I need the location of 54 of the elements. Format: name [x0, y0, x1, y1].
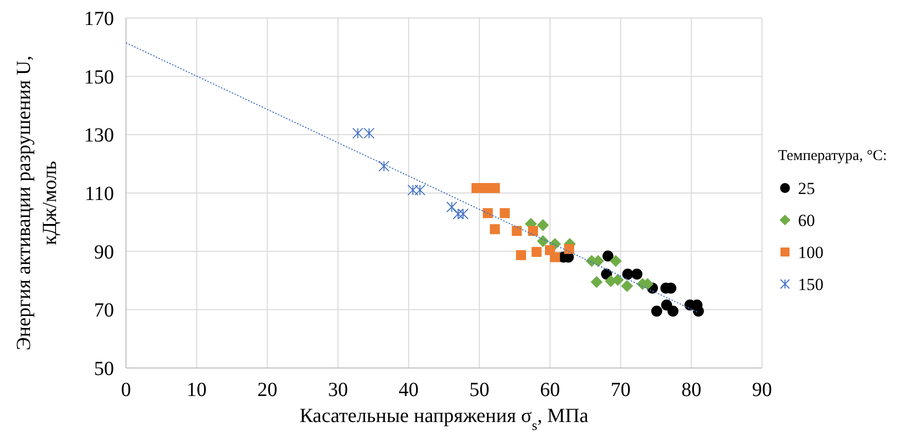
- point: [407, 184, 418, 196]
- x-tick-label: 0: [121, 379, 131, 401]
- legend-title: Температура, °C:: [778, 148, 887, 164]
- point: [667, 306, 678, 317]
- y-axis-title: Энергия активации разрушения U, кДж/моль: [13, 56, 61, 350]
- y-tick-label: 170: [84, 8, 114, 30]
- point: [352, 128, 364, 139]
- legend-label: 25: [798, 178, 815, 198]
- point: [651, 306, 662, 317]
- point: [564, 244, 574, 254]
- point: [602, 250, 614, 262]
- x-tick-label: 50: [469, 379, 490, 401]
- point: [414, 184, 426, 196]
- point: [500, 208, 510, 218]
- point: [472, 183, 482, 194]
- point: [550, 252, 560, 262]
- y-tick-label: 150: [84, 66, 114, 88]
- point: [378, 160, 390, 172]
- legend-label: 150: [798, 274, 824, 294]
- x-tick-label: 30: [328, 379, 348, 401]
- x-tick-label: 40: [398, 379, 419, 401]
- x-axis-title: Касательные напряжения σ$_{s}$, МПа: [300, 405, 589, 434]
- point: [631, 268, 642, 280]
- x-tick-label: 20: [257, 379, 278, 401]
- point: [661, 300, 672, 310]
- point: [490, 224, 500, 234]
- point: [458, 208, 469, 220]
- point: [452, 208, 464, 220]
- x-tick-label: 90: [752, 379, 772, 401]
- point: [490, 183, 500, 194]
- y-tick-label: 130: [84, 124, 114, 147]
- y-tick-label: 50: [94, 358, 114, 380]
- x-tick-label: 60: [540, 379, 560, 401]
- point: [516, 250, 526, 260]
- y-tick-label: 70: [94, 300, 114, 322]
- legend-label: 100: [798, 242, 824, 262]
- x-tick-label: 80: [681, 379, 702, 401]
- x-tick-label: 10: [186, 379, 207, 401]
- point: [621, 280, 634, 292]
- point: [512, 226, 522, 236]
- point: [528, 226, 538, 236]
- point: [446, 202, 458, 212]
- x-tick-label: 70: [610, 379, 631, 401]
- point: [482, 208, 493, 218]
- point: [610, 254, 622, 267]
- y-tick-label: 90: [94, 241, 114, 264]
- point: [536, 235, 549, 248]
- point: [590, 276, 603, 288]
- point: [536, 219, 549, 232]
- point: [532, 246, 542, 257]
- point: [364, 128, 375, 139]
- legend-label: 60: [798, 210, 815, 230]
- y-tick-label: 110: [84, 183, 114, 205]
- point: [692, 306, 704, 317]
